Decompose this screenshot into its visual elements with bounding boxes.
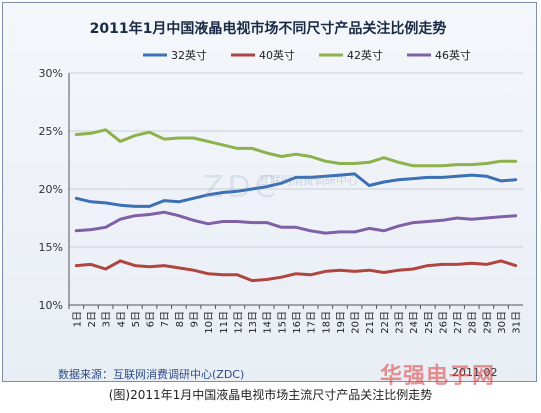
line-chart: 2011年1月中国液晶电视市场不同尺寸产品关注比例走势 32英寸 40英寸 42英寸… <box>39 20 523 334</box>
x-tick-label: 14日 <box>263 311 274 334</box>
x-tick-label: 13日 <box>248 311 259 334</box>
x-tick-label: 27日 <box>453 311 464 334</box>
x-tick-label: 29日 <box>482 311 493 334</box>
x-tick-label: 26日 <box>438 311 449 334</box>
x-axis-ticks: 1日 2日 3日 4日 5日 6日 7日 8日 9日 10日 11日 12日 13日 14日 15日 16日 1… <box>68 305 523 334</box>
x-tick-label: 15日 <box>277 311 288 334</box>
x-tick-label: 19日 <box>336 311 347 334</box>
zdc-watermark: ZDC <box>203 170 280 205</box>
y-tick-label: 10% <box>39 299 63 312</box>
y-tick-label: 20% <box>39 183 63 196</box>
x-tick-label: 17日 <box>307 311 318 334</box>
x-tick-label: 10日 <box>204 311 215 334</box>
x-tick-label: 6日 <box>146 311 157 327</box>
x-tick-label: 22日 <box>380 311 391 334</box>
x-tick-label: 24日 <box>409 311 420 334</box>
x-tick-label: 30日 <box>497 311 508 334</box>
publish-date: 2011.02 <box>452 366 498 379</box>
chart-series <box>74 128 518 283</box>
chart-title: 2011年1月中国液晶电视市场不同尺寸产品关注比例走势 <box>90 20 447 37</box>
legend-label: 42英寸 <box>347 48 383 62</box>
x-tick-label: 18日 <box>321 311 332 334</box>
y-tick-label: 15% <box>39 241 63 254</box>
legend-label: 32英寸 <box>171 48 207 62</box>
x-tick-label: 20日 <box>351 311 362 334</box>
data-source-note: 数据来源：互联网消费调研中心(ZDC) <box>58 368 245 381</box>
legend-label: 40英寸 <box>259 48 295 62</box>
zdc-watermark-subtitle: 互联网消费调研中心 <box>259 174 358 187</box>
x-tick-label: 21日 <box>365 311 376 334</box>
x-tick-label: 7日 <box>160 311 171 327</box>
x-tick-label: 8日 <box>175 311 186 327</box>
series-line-3 <box>74 128 518 168</box>
chart-frame: 2011年1月中国液晶电视市场不同尺寸产品关注比例走势 32英寸 40英寸 42英寸… <box>2 2 537 382</box>
x-tick-label: 23日 <box>395 311 406 334</box>
x-tick-label: 1日 <box>72 311 83 327</box>
chart-legend: 32英寸 40英寸 42英寸 46英寸 <box>143 48 471 62</box>
chart-grid <box>69 72 523 306</box>
legend-label: 46英寸 <box>435 48 471 62</box>
x-tick-label: 12日 <box>233 311 244 334</box>
x-tick-label: 9日 <box>189 311 200 327</box>
site-watermark: 华强电子网 <box>380 364 496 389</box>
chart-axes <box>68 73 523 306</box>
x-tick-label: 3日 <box>102 311 113 327</box>
x-tick-label: 25日 <box>424 311 435 334</box>
y-axis-ticks: 10% 15% 20% 25% 30% <box>39 67 63 312</box>
series-line-1 <box>74 172 518 208</box>
series-line-4 <box>74 210 518 235</box>
figure-caption: (图)2011年1月中国液晶电视市场主流尺寸产品关注比例走势 <box>108 388 433 402</box>
x-tick-label: 2日 <box>87 311 98 327</box>
x-tick-label: 31日 <box>512 311 523 334</box>
x-tick-label: 11日 <box>219 311 230 334</box>
x-tick-label: 5日 <box>131 311 142 327</box>
x-tick-label: 16日 <box>292 311 303 334</box>
y-tick-label: 30% <box>39 67 63 80</box>
x-tick-label: 4日 <box>116 311 127 327</box>
x-tick-label: 28日 <box>468 311 479 334</box>
series-line-2 <box>74 259 518 283</box>
y-tick-label: 25% <box>39 125 63 138</box>
